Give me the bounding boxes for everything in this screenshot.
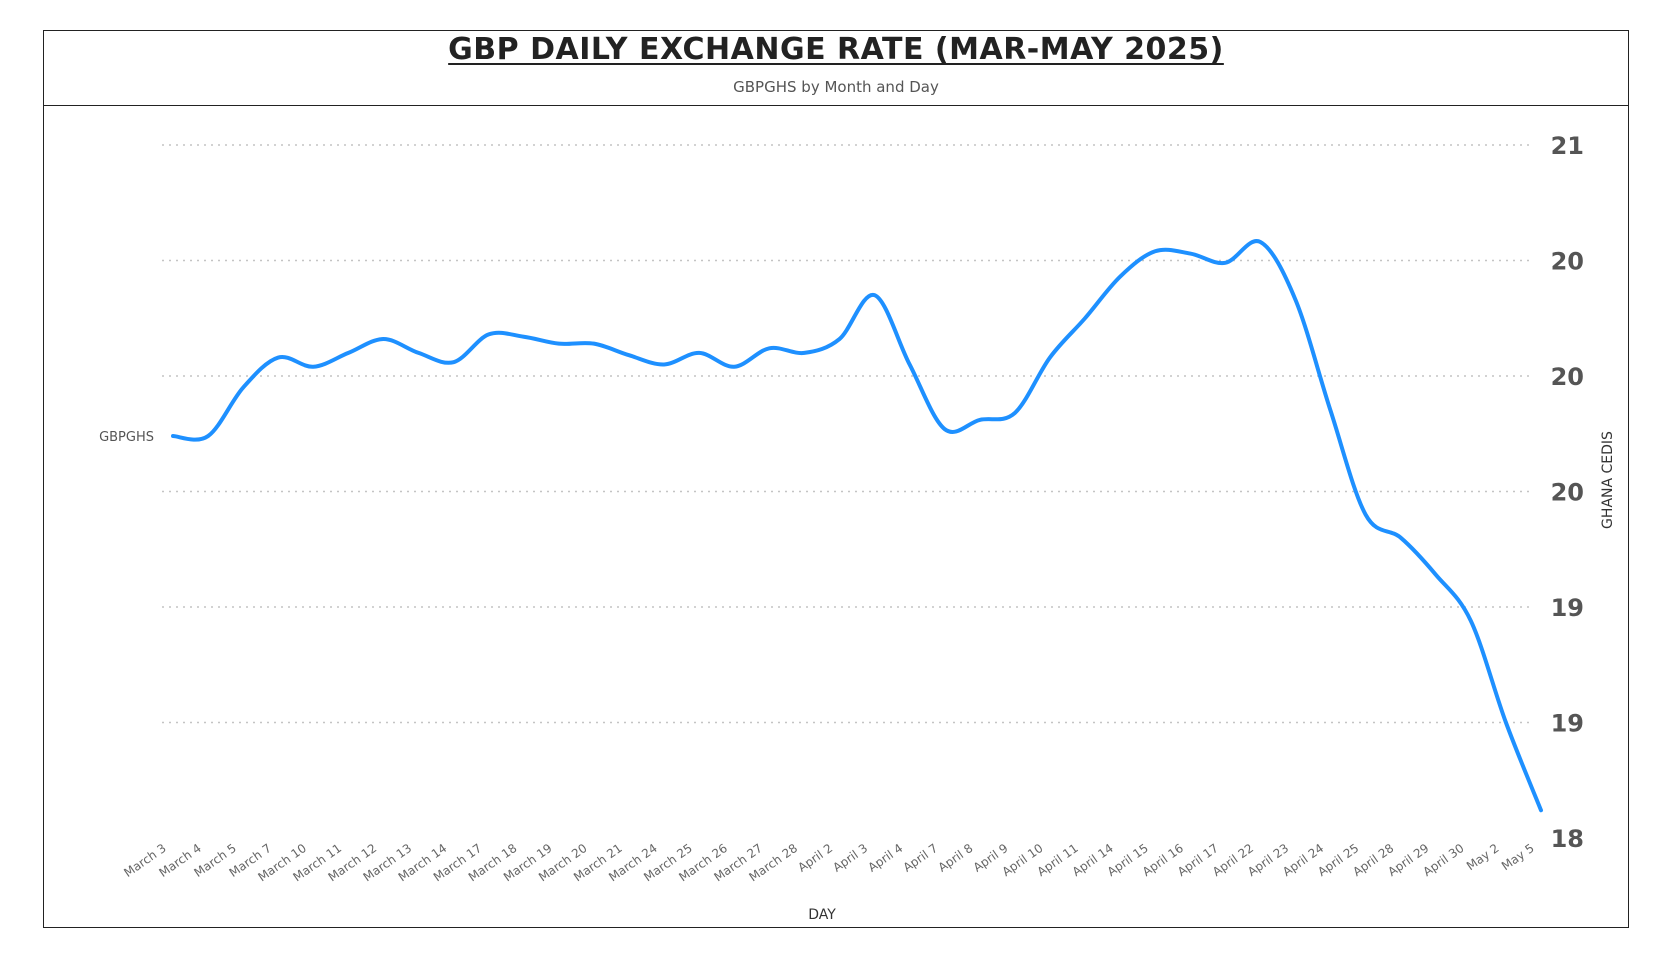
- x-tick-label: April 2: [795, 841, 835, 875]
- y-tick-label: 20: [1551, 363, 1584, 391]
- y-tick-label: 19: [1551, 710, 1584, 738]
- chart-frame: [43, 30, 1629, 928]
- y-tick-label: 21: [1551, 132, 1584, 160]
- y-tick-label: 20: [1551, 248, 1584, 276]
- x-tick-label: April 3: [830, 841, 870, 875]
- x-tick-label: May 5: [1499, 841, 1537, 873]
- series-line-gbpghs: [171, 239, 1543, 813]
- y-tick-label: 18: [1551, 825, 1584, 853]
- x-axis-label: DAY: [808, 907, 836, 923]
- x-tick-label: April 7: [901, 841, 941, 875]
- x-tick-label: April 8: [936, 841, 976, 875]
- x-tick-label: April 4: [865, 841, 905, 875]
- chart-title: GBP DAILY EXCHANGE RATE (MAR-MAY 2025): [448, 32, 1224, 67]
- y-axis-ticks: 18 19 19 20 20 20 21: [1551, 132, 1584, 853]
- series-label: GBPGHS: [99, 430, 154, 445]
- y-axis-label: GHANA CEDIS: [1600, 431, 1616, 529]
- gridlines: [162, 144, 1530, 724]
- x-tick-label: May 2: [1464, 841, 1502, 873]
- header-divider: [43, 105, 1629, 106]
- y-tick-label: 19: [1551, 594, 1584, 622]
- chart-subtitle: GBPGHS by Month and Day: [733, 78, 939, 96]
- y-tick-label: 20: [1551, 479, 1584, 507]
